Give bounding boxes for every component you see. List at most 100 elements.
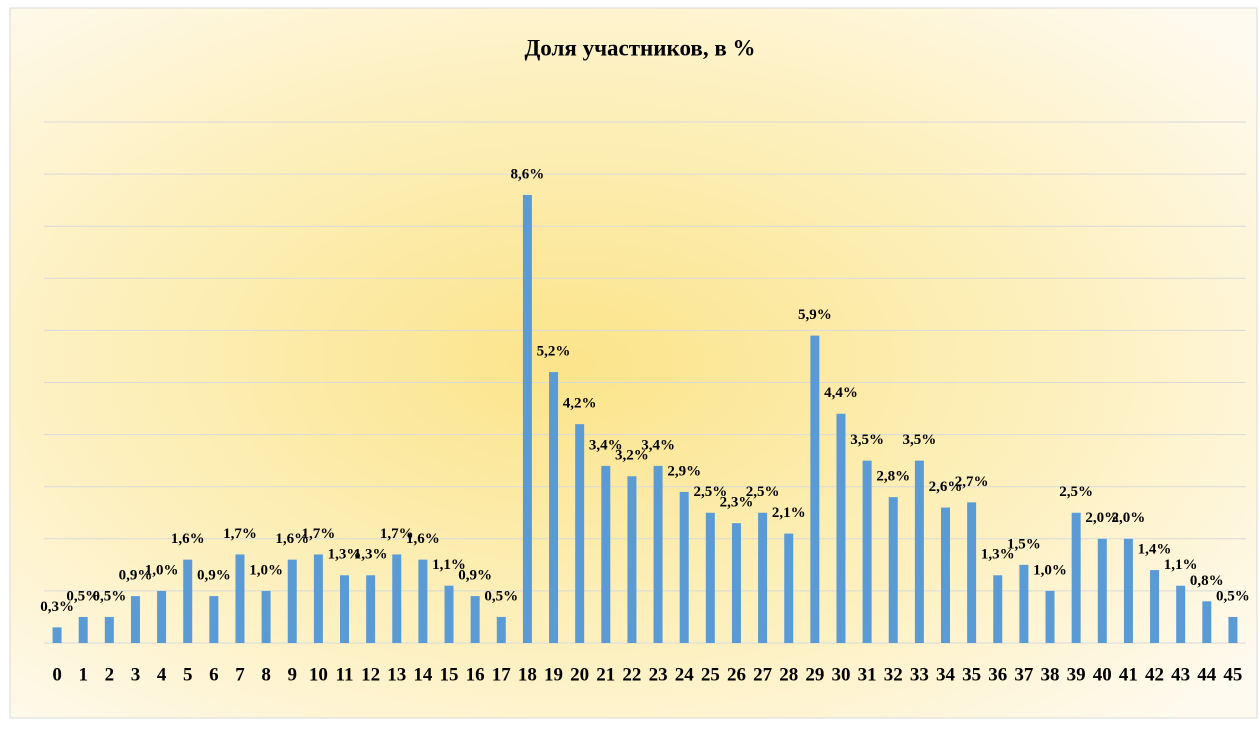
bar xyxy=(836,413,846,643)
data-label: 1,7% xyxy=(223,526,257,542)
x-tick-label: 33 xyxy=(910,664,929,685)
bar xyxy=(1071,512,1081,643)
x-tick-label: 24 xyxy=(675,664,695,685)
x-tick-label: 37 xyxy=(1014,664,1034,685)
data-label: 2,9% xyxy=(667,463,701,479)
x-tick-label: 21 xyxy=(596,664,615,685)
bar xyxy=(1150,570,1160,643)
x-tick-label: 4 xyxy=(157,664,167,685)
x-tick-label: 5 xyxy=(183,664,193,685)
bar xyxy=(261,590,271,643)
bar xyxy=(157,590,167,643)
x-tick-label: 13 xyxy=(387,664,406,685)
bar xyxy=(784,533,794,643)
bar xyxy=(575,424,585,643)
bar xyxy=(1019,564,1029,643)
bar xyxy=(967,502,977,643)
x-tick-label: 34 xyxy=(936,664,956,685)
data-label: 2,8% xyxy=(876,469,910,485)
bar xyxy=(731,523,741,643)
x-tick-label: 32 xyxy=(884,664,903,685)
data-label: 3,5% xyxy=(902,432,936,448)
bar xyxy=(758,512,768,643)
data-label: 3,2% xyxy=(615,448,649,464)
x-tick-label: 15 xyxy=(440,664,459,685)
data-label: 0,9% xyxy=(197,568,231,584)
bar xyxy=(627,476,637,643)
x-tick-label: 18 xyxy=(518,664,537,685)
data-label: 1,3% xyxy=(981,547,1015,563)
x-tick-label: 8 xyxy=(261,664,271,685)
bar xyxy=(392,554,402,643)
x-tick-label: 28 xyxy=(779,664,798,685)
bar xyxy=(104,616,114,643)
x-tick-label: 29 xyxy=(805,664,824,685)
data-label: 0,9% xyxy=(458,568,492,584)
x-tick-label: 16 xyxy=(466,664,485,685)
x-tick-label: 23 xyxy=(649,664,668,685)
bar xyxy=(653,465,663,643)
x-tick-label: 2 xyxy=(105,664,115,685)
x-tick-label: 10 xyxy=(309,664,328,685)
x-tick-label: 42 xyxy=(1145,664,1164,685)
bar xyxy=(1202,601,1212,643)
x-tick-label: 38 xyxy=(1041,664,1060,685)
data-label: 0,5% xyxy=(92,588,126,604)
data-label: 2,0% xyxy=(1085,510,1119,526)
x-tick-label: 1 xyxy=(78,664,88,685)
data-label: 5,2% xyxy=(537,344,571,360)
x-tick-label: 7 xyxy=(235,664,245,685)
data-label: 1,6% xyxy=(406,531,440,547)
bar xyxy=(549,372,559,643)
data-label: 0,3% xyxy=(40,599,74,615)
x-tick-label: 22 xyxy=(622,664,641,685)
bar xyxy=(130,596,140,643)
data-label: 1,0% xyxy=(249,562,283,578)
data-label: 4,2% xyxy=(563,396,597,412)
bar xyxy=(705,512,715,643)
x-tick-label: 27 xyxy=(753,664,773,685)
data-label: 5,9% xyxy=(798,307,832,323)
data-label: 1,7% xyxy=(301,526,335,542)
data-label: 0,9% xyxy=(119,568,153,584)
bar xyxy=(914,460,924,643)
x-tick-label: 45 xyxy=(1223,664,1242,685)
x-tick-label: 35 xyxy=(962,664,981,685)
bar xyxy=(313,554,323,643)
bar xyxy=(366,575,376,643)
data-label: 3,4% xyxy=(641,437,675,453)
data-label: 1,0% xyxy=(145,562,179,578)
x-tick-label: 9 xyxy=(287,664,297,685)
bar xyxy=(601,465,611,643)
bar xyxy=(78,616,88,643)
data-label: 1,3% xyxy=(354,547,388,563)
data-label: 2,5% xyxy=(693,484,727,500)
bar xyxy=(993,575,1003,643)
x-tick-label: 40 xyxy=(1093,664,1112,685)
data-label: 2,7% xyxy=(955,474,989,490)
bar xyxy=(52,627,62,643)
bar xyxy=(444,585,454,643)
bar xyxy=(209,596,219,643)
data-label: 1,0% xyxy=(1033,562,1067,578)
data-label: 2,3% xyxy=(720,495,754,511)
x-tick-label: 11 xyxy=(336,664,354,685)
x-tick-label: 3 xyxy=(131,664,141,685)
bar xyxy=(470,596,480,643)
data-label: 0,5% xyxy=(66,588,100,604)
bar xyxy=(1123,538,1133,643)
bar xyxy=(679,491,689,643)
bar xyxy=(888,497,898,643)
data-label: 2,5% xyxy=(1059,484,1093,500)
x-tick-label: 31 xyxy=(858,664,877,685)
bar xyxy=(418,559,428,643)
bar xyxy=(496,616,506,643)
data-label: 1,1% xyxy=(1164,557,1198,573)
x-tick-label: 0 xyxy=(52,664,62,685)
data-label: 1,7% xyxy=(380,526,414,542)
bar xyxy=(1045,590,1055,643)
data-label: 2,6% xyxy=(929,479,963,495)
data-label: 3,5% xyxy=(850,432,884,448)
